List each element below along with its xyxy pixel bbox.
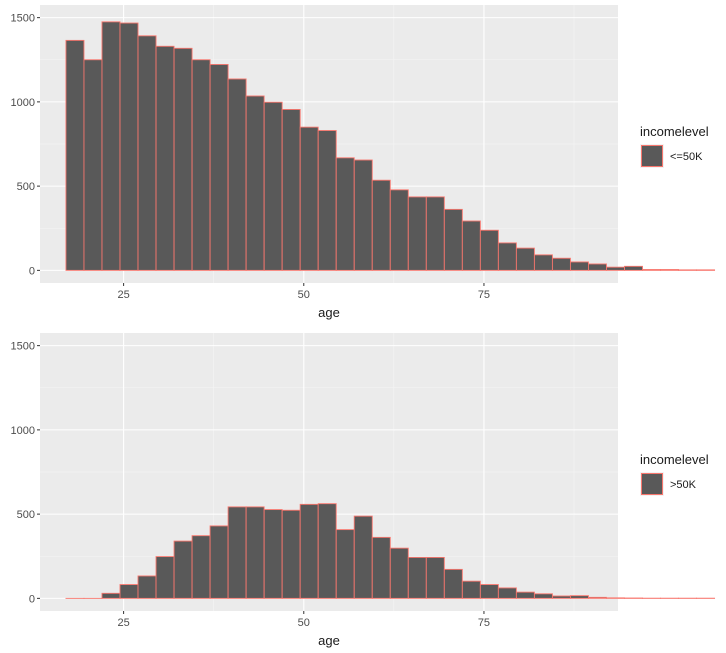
histogram-bar: [407, 556, 427, 599]
histogram-bar: [173, 47, 193, 271]
histogram-bar: [227, 506, 247, 599]
histogram-bar: [353, 159, 373, 271]
histogram-bar: [389, 547, 409, 599]
histogram-bar: [263, 509, 283, 599]
histogram-bar: [335, 157, 355, 271]
y-axis-ticks: 0 500 1000 1500: [11, 13, 40, 277]
legend-title: incomelevel: [640, 452, 709, 467]
histogram-bar: [443, 568, 463, 599]
histogram-bar: [209, 525, 229, 599]
x-axis-title: age: [318, 305, 340, 320]
legend-title: incomelevel: [640, 124, 709, 139]
histogram-bar: [317, 503, 337, 599]
histogram-bar: [155, 556, 175, 599]
histogram-bar: [119, 22, 139, 271]
histogram-bar: [461, 220, 481, 271]
histogram-bar: [371, 179, 391, 271]
y-tick-label: 500: [17, 509, 35, 521]
histogram-bar: [461, 580, 481, 599]
histogram-bar: [515, 591, 535, 599]
histogram-bar: [660, 269, 679, 271]
histogram-bar: [588, 263, 607, 271]
histogram-bar: [335, 529, 355, 599]
histogram-bar: [606, 597, 625, 599]
histogram-bar: [569, 595, 589, 599]
histogram-bar: [245, 506, 265, 599]
histogram-bar: [551, 257, 571, 271]
histogram-bar: [281, 109, 301, 271]
x-axis-ticks: 25 50 75: [117, 611, 490, 629]
histogram-bar: [425, 556, 445, 599]
histogram-bar: [101, 592, 121, 599]
histogram-bar: [533, 593, 553, 599]
histogram-bar: [137, 35, 157, 271]
histogram-bar: [83, 59, 103, 271]
histogram-bar: [497, 587, 517, 599]
histogram-bar: [119, 584, 139, 599]
y-tick-label: 1500: [11, 341, 35, 353]
histogram-bar: [209, 64, 229, 271]
legend-entry-label: >50K: [670, 479, 697, 491]
y-axis-ticks: 0 500 1000 1500: [11, 341, 40, 605]
histogram-bar: [263, 101, 283, 271]
histogram-bar: [479, 229, 499, 271]
x-tick-label: 75: [478, 617, 490, 629]
x-tick-label: 75: [478, 289, 490, 301]
histogram-bar: [173, 540, 193, 599]
x-tick-label: 50: [298, 617, 310, 629]
histogram-panel-le50k: 0 500 1000 1500 25 50 75 age incomelevel <=50…: [11, 5, 716, 320]
histogram-bar: [569, 261, 589, 271]
histogram-bars: [65, 503, 716, 599]
legend: incomelevel >50K: [640, 452, 709, 496]
x-tick-label: 25: [117, 289, 129, 301]
histogram-bar: [281, 509, 301, 599]
histogram-bar: [642, 269, 661, 271]
y-tick-label: 0: [29, 593, 35, 605]
histogram-bar: [425, 196, 445, 271]
histogram-panel-gt50k: 0 500 1000 1500 25 50 75 age incomelevel >50K: [11, 333, 716, 648]
histogram-bar: [155, 45, 175, 271]
y-tick-label: 0: [29, 265, 35, 277]
histogram-bar: [624, 265, 643, 271]
y-tick-label: 1000: [11, 425, 35, 437]
histogram-bar: [191, 59, 211, 271]
x-axis-ticks: 25 50 75: [117, 283, 490, 301]
histogram-bar: [101, 21, 121, 271]
histogram-bar: [497, 242, 517, 271]
histogram-bar: [371, 536, 391, 599]
histogram-bar: [245, 95, 265, 271]
histogram-bars: [65, 21, 716, 271]
histogram-bar: [299, 126, 319, 271]
histogram-bar: [443, 208, 463, 271]
legend-entry-label: <=50K: [670, 151, 703, 163]
histogram-bar: [533, 254, 553, 271]
histogram-bar: [353, 515, 373, 599]
histogram-bar: [551, 595, 571, 599]
histogram-bar: [65, 39, 85, 271]
y-tick-label: 1500: [11, 13, 35, 25]
histogram-bar: [606, 266, 625, 271]
histogram-bar: [389, 189, 409, 271]
x-axis-title: age: [318, 633, 340, 648]
legend-key-swatch: [641, 145, 663, 167]
histogram-bar: [407, 196, 427, 271]
histogram-bar: [678, 269, 698, 271]
histogram-bar: [696, 269, 716, 271]
histogram-bar: [299, 503, 319, 599]
x-tick-label: 50: [298, 289, 310, 301]
histogram-bar: [515, 247, 535, 271]
y-tick-label: 500: [17, 181, 35, 193]
legend: incomelevel <=50K: [640, 124, 709, 168]
x-tick-label: 25: [117, 617, 129, 629]
gridlines: [40, 333, 618, 611]
legend-key-swatch: [641, 473, 663, 495]
histogram-bar: [191, 535, 211, 599]
histogram-bar: [588, 596, 607, 599]
histogram-bar: [317, 130, 337, 271]
histogram-bar: [479, 584, 499, 599]
histogram-bar: [137, 575, 157, 599]
histogram-bar: [227, 78, 247, 271]
y-tick-label: 1000: [11, 97, 35, 109]
